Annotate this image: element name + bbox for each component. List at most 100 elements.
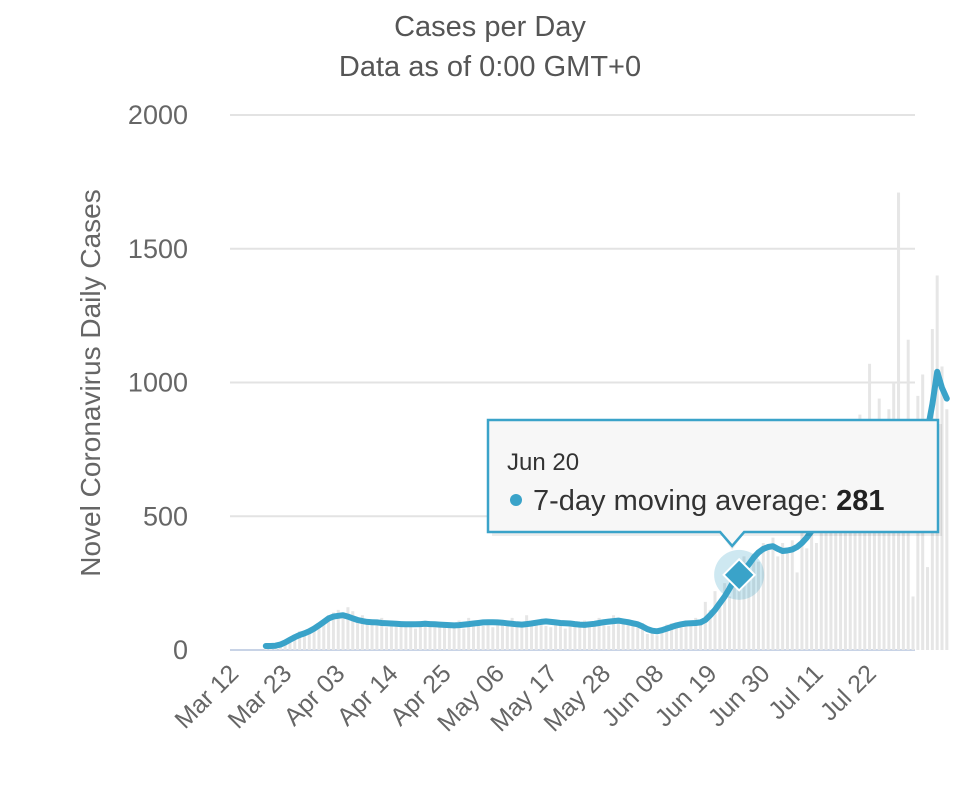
daily-case-bar <box>839 476 843 650</box>
tooltip-series-dot <box>510 494 522 506</box>
daily-case-bar <box>766 548 770 650</box>
daily-case-bar <box>848 465 852 650</box>
x-tick-label: Jun 30 <box>703 659 776 732</box>
daily-case-bar <box>800 532 804 650</box>
y-ticks: 0 500 1000 1500 2000 <box>128 100 188 665</box>
hover-marker[interactable] <box>722 557 757 592</box>
tooltip-separator: : <box>820 485 836 517</box>
daily-case-bar <box>433 627 437 650</box>
daily-case-bar <box>810 510 814 650</box>
daily-case-bar <box>708 609 712 650</box>
daily-case-bar <box>389 620 393 650</box>
daily-case-bar <box>520 624 524 650</box>
daily-case-bar <box>288 637 292 650</box>
chart-title: Cases per Day <box>394 11 586 43</box>
daily-case-bar <box>322 620 326 650</box>
daily-case-bar <box>327 615 331 650</box>
daily-case-bar <box>500 620 504 650</box>
daily-case-bar <box>718 607 722 650</box>
daily-case-bar <box>452 627 456 650</box>
daily-case-bar <box>805 548 809 650</box>
daily-case-bar <box>621 619 625 650</box>
daily-case-bar <box>331 612 335 650</box>
daily-case-bar <box>457 620 461 650</box>
daily-case-bar <box>694 617 698 650</box>
daily-case-bar <box>872 430 876 650</box>
daily-case-bar <box>346 607 350 650</box>
daily-case-bar <box>525 615 529 650</box>
daily-case-bar <box>418 623 422 650</box>
daily-case-bar <box>496 623 500 650</box>
daily-case-bar <box>307 628 311 650</box>
daily-case-bar <box>467 617 471 650</box>
daily-case-bar <box>375 624 379 650</box>
daily-case-bar <box>515 623 519 650</box>
x-tick-label: Jul 11 <box>763 659 829 725</box>
daily-case-bar <box>689 624 693 650</box>
daily-case-bar <box>365 623 369 650</box>
daily-case-bar <box>703 601 707 650</box>
daily-case-bar <box>674 625 678 650</box>
daily-case-bar <box>573 625 577 650</box>
daily-case-bar <box>660 628 664 650</box>
daily-case-bar <box>370 620 374 650</box>
daily-case-bar <box>901 422 905 650</box>
daily-case-bar <box>554 620 558 650</box>
daily-case-bar <box>713 591 717 650</box>
daily-case-bar <box>636 627 640 650</box>
daily-case-bar <box>298 631 302 650</box>
daily-case-bar <box>631 620 635 650</box>
daily-case-bar <box>665 624 669 650</box>
tooltip: Jun 20 7-day moving average: 281 <box>486 418 942 600</box>
daily-case-bar <box>834 510 838 650</box>
daily-case-bar <box>814 543 818 650</box>
daily-case-bar <box>732 569 736 650</box>
daily-case-bar <box>472 624 475 650</box>
daily-case-bar <box>795 572 799 650</box>
daily-case-bar <box>462 628 466 650</box>
daily-case-bar <box>824 524 828 650</box>
daily-case-bar <box>447 623 451 650</box>
daily-case-bar <box>597 617 601 650</box>
daily-case-bar <box>293 635 297 650</box>
daily-case-bar <box>819 502 823 650</box>
y-axis-label: Novel Coronavirus Daily Cases <box>75 189 106 576</box>
daily-case-bar <box>336 609 340 650</box>
daily-case-bar <box>491 627 495 650</box>
daily-case-bar <box>607 625 611 650</box>
y-tick-label: 1000 <box>128 368 188 398</box>
daily-case-bar <box>568 623 572 650</box>
tooltip-text: 7-day moving average: 281 <box>533 485 884 517</box>
daily-case-bar <box>727 596 731 650</box>
daily-case-bar <box>312 625 316 650</box>
daily-case-bar <box>747 569 751 650</box>
daily-case-bar <box>583 620 587 650</box>
daily-case-bar <box>443 625 447 650</box>
daily-case-bar <box>761 543 765 650</box>
daily-case-bar <box>404 621 408 650</box>
daily-case-bar <box>380 617 384 650</box>
daily-case-bar <box>476 623 480 650</box>
daily-case-bar <box>486 621 490 650</box>
daily-case-bar <box>534 621 538 650</box>
daily-case-bar <box>539 624 543 650</box>
daily-case-bar <box>670 623 674 650</box>
daily-case-bar <box>752 553 756 650</box>
daily-case-bar <box>756 561 760 650</box>
daily-case-bar <box>351 611 355 650</box>
daily-case-bar <box>641 623 645 650</box>
daily-case-bar <box>940 366 944 650</box>
daily-case-bar <box>409 625 413 650</box>
tooltip-date: Jun 20 <box>507 449 579 476</box>
daily-case-bar <box>684 620 688 650</box>
daily-case-bar <box>737 577 741 650</box>
daily-case-bar <box>438 621 442 650</box>
daily-case-bar <box>926 567 930 650</box>
daily-case-bar <box>302 633 306 650</box>
daily-case-bar <box>317 623 321 650</box>
daily-case-bar <box>529 620 533 650</box>
daily-case-bar <box>544 625 548 650</box>
chart-subtitle: Data as of 0:00 GMT+0 <box>339 51 641 83</box>
daily-case-bar <box>394 624 398 650</box>
